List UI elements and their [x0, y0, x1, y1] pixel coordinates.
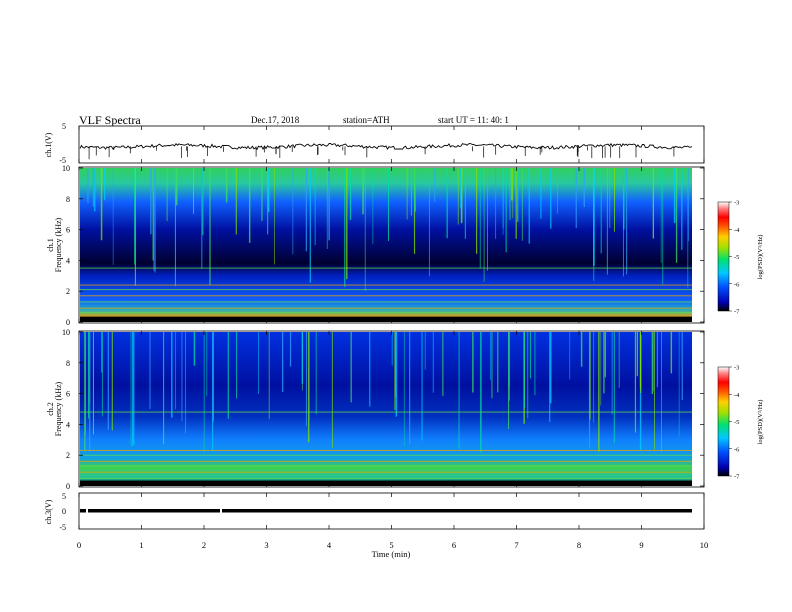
ch2-frequency-label: Frequency (kHz) — [54, 381, 63, 436]
ch3-waveform-ylabel: ch.3(V) — [44, 499, 53, 524]
ch1-channel-label: ch.1 — [46, 238, 55, 252]
ch1-waveform-line — [79, 142, 693, 151]
frequency-tick-label: 10 — [62, 328, 70, 337]
ch3-gap-2 — [220, 508, 222, 514]
time-tick-label: 7 — [514, 540, 518, 550]
ch1-spectrogram-bursts — [80, 168, 692, 322]
frequency-tick-label: 8 — [66, 359, 70, 368]
colorbar-tick-label: -6 — [734, 446, 740, 453]
time-axis-label: Time (min) — [372, 549, 411, 559]
colorbar-tick-label: -3 — [734, 200, 739, 207]
frequency-tick-label: 0 — [66, 318, 70, 327]
frequency-tick-label: 8 — [66, 195, 70, 204]
ch2-spectrogram-yticks: 0 2 4 6 8 10 — [62, 328, 704, 491]
ch1-waveform-ylabel: ch.1(V) — [44, 132, 53, 157]
frequency-tick-label: 2 — [66, 287, 70, 296]
time-tick-label: 8 — [577, 540, 581, 550]
ch1-spectrogram-image — [80, 168, 692, 322]
ch2-channel-label: ch.2 — [46, 402, 55, 416]
frequency-tick-label: 4 — [66, 420, 70, 429]
start-time-label: start UT = 11: 40: 1 — [438, 115, 509, 125]
time-tick-label: 6 — [452, 540, 456, 550]
colorbar-tick-label: -4 — [734, 392, 740, 399]
ch2-colorbar-label: log(PSD)(V²/Hz) — [757, 400, 764, 445]
colorbar-tick-label: -7 — [734, 474, 740, 481]
frequency-tick-label: 6 — [66, 226, 70, 235]
figure-title: VLF Spectra — [79, 113, 141, 127]
time-axis: 0 1 2 3 4 5 6 7 8 9 10 — [77, 126, 708, 550]
time-tick-label: 10 — [700, 540, 709, 550]
ch2-spectrogram-panel: 0 2 4 6 8 10 ch.2 Frequency (kHz) — [46, 328, 705, 491]
frequency-tick-label: 10 — [62, 164, 70, 173]
ch2-colorbar-scale — [717, 366, 730, 477]
ch2-colorbar: -3 -4 -5 -6 -7 log(PSD)(V²/Hz) — [717, 365, 764, 481]
colorbar-tick-label: -5 — [734, 254, 739, 261]
station-label: station=ATH — [343, 115, 390, 125]
ch1-colorbar-label: log(PSD)(V²/Hz) — [757, 235, 764, 280]
ch1-colorbar-scale — [717, 201, 730, 312]
time-tick-label: 5 — [389, 540, 393, 550]
ch3-waveform-panel: 5 0 -5 ch.3(V) — [44, 492, 705, 532]
time-tick-label: 3 — [264, 540, 268, 550]
frequency-tick-label: 4 — [66, 256, 70, 265]
time-tick-label: 2 — [202, 540, 206, 550]
ch2-spectrogram-bursts — [80, 332, 692, 486]
colorbar-tick-label: -3 — [734, 365, 739, 372]
time-tick-label: 4 — [327, 540, 332, 550]
ch1-ytick-minus5: -5 — [59, 156, 66, 165]
spectrogram-baseline-band — [80, 480, 692, 486]
ch3-ytick-5: 5 — [62, 492, 66, 501]
ch1-waveform-panel: 5 -5 ch.1(V) — [44, 122, 705, 165]
frequency-tick-label: 2 — [66, 451, 70, 460]
frequency-tick-label: 0 — [66, 482, 70, 491]
spectrogram-baseline-band — [80, 316, 692, 322]
ch3-gap-1 — [86, 508, 88, 514]
time-tick-label: 0 — [77, 540, 81, 550]
ch3-ytick-0: 0 — [62, 507, 66, 516]
colorbar-tick-label: -7 — [734, 309, 740, 316]
colorbar-tick-label: -5 — [734, 419, 739, 426]
colorbar-tick-label: -4 — [734, 227, 740, 234]
date-label: Dec.17, 2018 — [251, 115, 300, 125]
ch1-frequency-label: Frequency (kHz) — [54, 217, 63, 272]
ch3-ytick-minus5: -5 — [59, 523, 66, 532]
colorbar-tick-label: -6 — [734, 281, 740, 288]
ch3-waveform-line — [80, 509, 692, 513]
time-tick-label: 1 — [139, 540, 143, 550]
ch1-ytick-5: 5 — [62, 122, 66, 131]
time-tick-label: 9 — [639, 540, 643, 550]
ch1-spectrogram-panel: 0 2 4 6 8 10 ch.1 Frequency (kHz) — [46, 164, 705, 327]
frequency-tick-label: 6 — [66, 390, 70, 399]
ch1-spectrogram-yticks: 0 2 4 6 8 10 — [62, 164, 704, 327]
ch1-colorbar: -3 -4 -5 -6 -7 log(PSD)(V²/Hz) — [717, 200, 764, 316]
ch1-waveform-spikes — [88, 146, 675, 160]
